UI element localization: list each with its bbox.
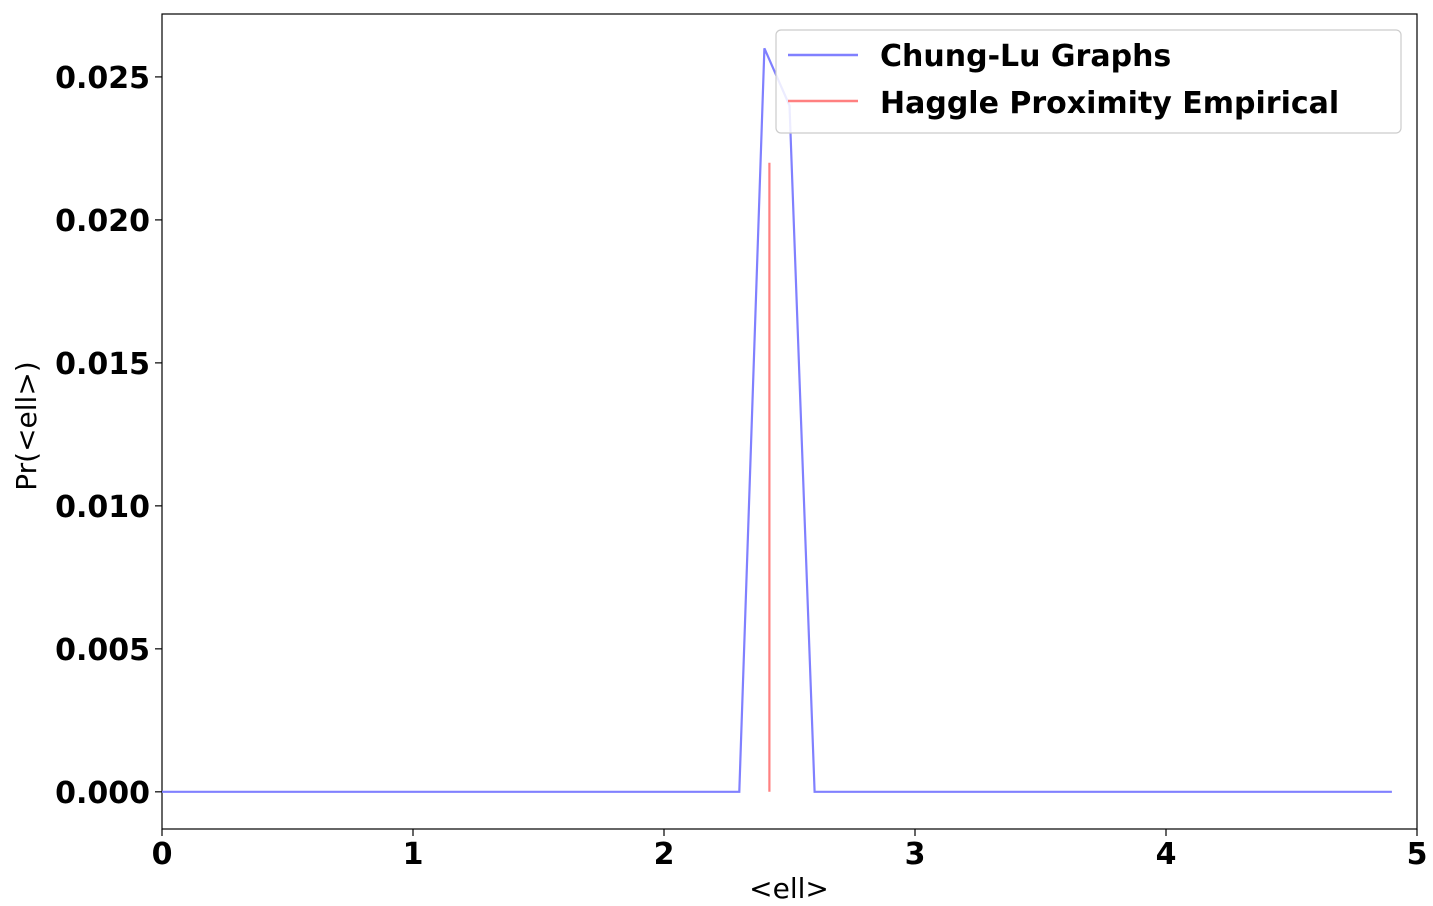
x-axis: 0 1 2 3 4 5 <box>152 829 1428 872</box>
y-tick-label: 0.020 <box>55 204 150 239</box>
axes-frame <box>161 13 1418 830</box>
y-tick-label: 0.010 <box>55 490 150 525</box>
x-tick-label: 4 <box>1156 837 1177 872</box>
plot-area <box>161 13 1418 830</box>
legend: Chung-Lu Graphs Haggle Proximity Empiric… <box>775 29 1402 134</box>
x-tick-label: 3 <box>905 837 926 872</box>
y-tick-label: 0.015 <box>55 347 150 382</box>
x-axis-label: <ell> <box>749 872 829 905</box>
x-tick-label: 5 <box>1407 837 1428 872</box>
y-tick-label: 0.025 <box>55 61 150 96</box>
legend-label-chung-lu: Chung-Lu Graphs <box>880 39 1171 74</box>
y-axis: 0.000 0.005 0.010 0.015 0.020 0.025 <box>55 61 162 811</box>
y-tick-label: 0.000 <box>55 776 150 811</box>
x-tick-label: 2 <box>654 837 675 872</box>
x-tick-label: 0 <box>152 837 173 872</box>
y-axis-label: Pr(<ell>) <box>10 361 43 490</box>
legend-box <box>775 29 1402 134</box>
y-tick-label: 0.005 <box>55 633 150 668</box>
legend-label-haggle: Haggle Proximity Empirical <box>880 86 1339 121</box>
x-tick-label: 1 <box>403 837 424 872</box>
